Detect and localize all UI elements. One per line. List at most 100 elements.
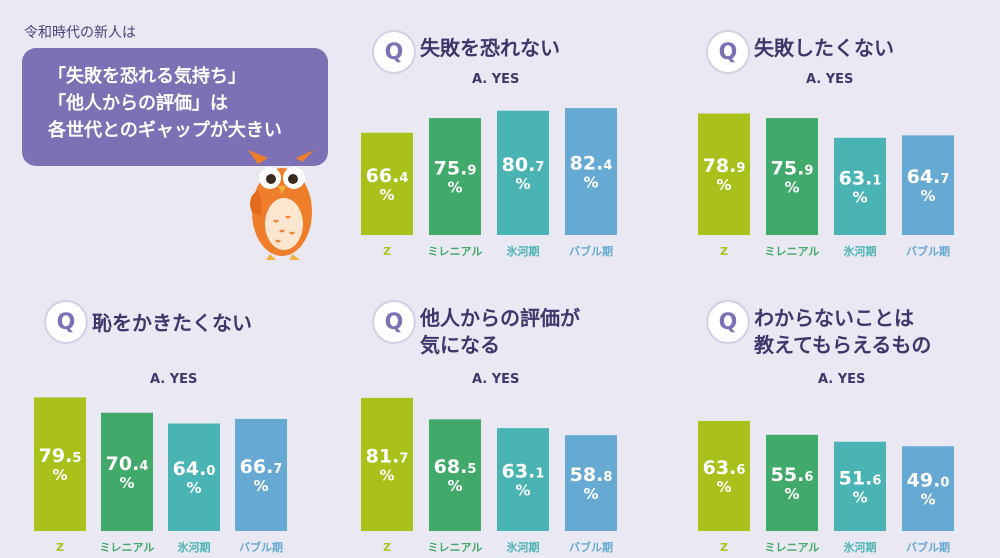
category-label: バブル期 [569, 244, 613, 258]
bar-percent-sign: % [447, 477, 462, 495]
question-title: 恥をかきたくない [92, 310, 252, 337]
bar-percent-sign: % [920, 491, 935, 509]
category-label: Z [383, 245, 391, 258]
bar-value-label: 64.7 [907, 166, 950, 188]
bar-percent-sign: % [716, 478, 731, 496]
bar-value-label: 63.1 [839, 167, 882, 189]
chart-panel: Q わからないことは 教えてもらえるもの A. YES 63.6% Z 55.6% ミレニアル… [680, 298, 1000, 558]
category-label: 氷河期 [844, 244, 877, 258]
chart-panel: Q 失敗を恐れない A. YES 66.4% Z 75.9% ミレニアル 80.7% 氷河期 82… [350, 28, 680, 288]
bar [698, 420, 750, 531]
answer-label: A. YES [472, 72, 520, 87]
question-title-line: 恥をかきたくない [92, 311, 252, 335]
intro-label: 令和時代の新人は [24, 25, 136, 41]
question-icon: Q [708, 32, 748, 72]
answer-label: A. YES [472, 372, 520, 387]
chart-panel: Q 他人からの評価が 気になる A. YES 81.7% Z 68.5% ミレニアル 63.1%… [350, 298, 680, 558]
chart-panel: Q 失敗したくない A. YES 78.9% Z 75.9% ミレニアル 63.1% 氷河期 64… [680, 28, 1000, 288]
bar [834, 441, 886, 531]
bar [902, 135, 954, 235]
bar [497, 110, 549, 235]
bar-percent-sign: % [447, 179, 462, 197]
bar-percent-sign: % [852, 188, 867, 206]
category-label: ミレニアル [428, 245, 483, 258]
question-icon: Q [708, 302, 748, 342]
question-title-line: 失敗を恐れない [420, 36, 560, 60]
bar-percent-sign: % [784, 179, 799, 197]
chart-panel: Q 恥をかきたくない A. YES 79.5% Z 70.4% ミレニアル 64.0% 氷河期 6… [22, 298, 352, 558]
category-label: バブル期 [569, 540, 613, 554]
bar [429, 118, 481, 235]
bar-percent-sign: % [119, 474, 134, 492]
bar-value-label: 49.0 [907, 470, 950, 492]
bar [698, 113, 750, 235]
bar-value-label: 78.9 [703, 155, 746, 177]
bar [497, 428, 549, 531]
question-title: 他人からの評価が 気になる [420, 305, 580, 359]
bar-value-label: 55.6 [771, 464, 814, 486]
bar [834, 137, 886, 235]
bar-value-label: 63.6 [703, 457, 746, 479]
bar-value-label: 51.6 [839, 467, 882, 489]
bar-percent-sign: % [379, 186, 394, 204]
bar-value-label: 63.1 [502, 461, 545, 483]
bar [565, 435, 617, 531]
bar-chart: 78.9% Z 75.9% ミレニアル 63.1% 氷河期 64.7% バブル期 [698, 113, 954, 258]
question-icon: Q [374, 32, 414, 72]
category-label: ミレニアル [428, 541, 483, 554]
question-title: 失敗を恐れない [420, 35, 560, 62]
question-title-line: 教えてもらえるもの [754, 333, 932, 357]
bar-value-label: 82.4 [570, 153, 613, 175]
category-label: 氷河期 [178, 540, 211, 554]
bar [766, 118, 818, 235]
bar-chart: 66.4% Z 75.9% ミレニアル 80.7% 氷河期 82.4% バブル期 [361, 108, 617, 258]
question-icon: Q [374, 302, 414, 342]
category-label: Z [383, 541, 391, 554]
bar-value-label: 81.7 [366, 445, 409, 467]
bar-value-label: 68.5 [434, 456, 477, 478]
bar-percent-sign: % [515, 175, 530, 193]
category-label: バブル期 [906, 244, 950, 258]
bar-value-label: 66.4 [366, 165, 409, 187]
question-title-line: 気になる [420, 333, 500, 357]
bar-percent-sign: % [253, 477, 268, 495]
bubble-line: 「失敗を恐れる気持ち」 [48, 66, 246, 87]
category-label: ミレニアル [765, 541, 820, 554]
bar [565, 108, 617, 235]
question-title-line: わからないことは [754, 306, 914, 330]
question-title: 失敗したくない [754, 35, 894, 62]
bar-percent-sign: % [186, 479, 201, 497]
category-label: バブル期 [239, 540, 283, 554]
category-label: Z [56, 541, 64, 554]
bar-value-label: 75.9 [771, 158, 814, 180]
category-label: Z [720, 245, 728, 258]
bar [235, 418, 287, 531]
bubble-line: 「他人からの評価」は [48, 93, 228, 114]
bar-chart: 81.7% Z 68.5% ミレニアル 63.1% 氷河期 58.8% バブル期 [361, 397, 617, 554]
question-title: わからないことは 教えてもらえるもの [754, 305, 931, 359]
question-icon: Q [46, 302, 86, 342]
bar [361, 132, 413, 235]
category-label: 氷河期 [507, 244, 540, 258]
bar [168, 423, 220, 531]
bubble-line: 各世代とのギャップが大きい [48, 120, 282, 141]
category-label: ミレニアル [765, 245, 820, 258]
bar-value-label: 79.5 [39, 445, 82, 467]
bar-value-label: 66.7 [240, 456, 283, 478]
bar-percent-sign: % [583, 174, 598, 192]
category-label: 氷河期 [507, 540, 540, 554]
bar-value-label: 64.0 [173, 458, 216, 480]
question-title-line: 他人からの評価が [420, 306, 580, 330]
bar [101, 412, 153, 531]
bar [34, 397, 86, 531]
bar-percent-sign: % [52, 466, 67, 484]
bar-percent-sign: % [716, 176, 731, 194]
bar-percent-sign: % [920, 187, 935, 205]
category-label: Z [720, 541, 728, 554]
answer-label: A. YES [806, 72, 854, 87]
bar [361, 397, 413, 531]
bar-value-label: 58.8 [570, 464, 613, 486]
bar-value-label: 80.7 [502, 154, 545, 176]
bar [429, 419, 481, 531]
bar-value-label: 70.4 [106, 453, 149, 475]
